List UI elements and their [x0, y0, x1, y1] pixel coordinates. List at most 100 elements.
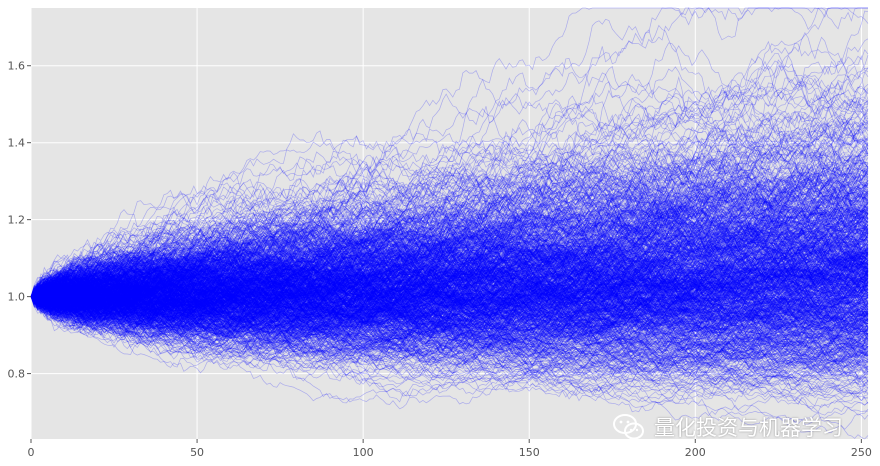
simulated-path-line [30, 263, 869, 342]
simulated-path-line [30, 257, 869, 323]
simulated-path-line [30, 278, 869, 362]
simulated-path-line [30, 266, 869, 365]
simulated-path-line [30, 295, 869, 390]
simulated-path-line [30, 270, 869, 354]
simulated-path-line [30, 162, 869, 313]
simulated-path-line [30, 248, 869, 306]
simulated-path-line [30, 156, 869, 309]
simulated-path-line [30, 282, 869, 385]
simulated-path-line [30, 296, 869, 378]
simulated-path-line [30, 256, 869, 333]
simulated-path-line [30, 203, 869, 297]
simulated-path-line [30, 260, 869, 350]
simulated-path-line [30, 206, 869, 339]
simulated-path-line [30, 189, 869, 299]
simulated-path-line [30, 240, 869, 332]
simulated-path-line [30, 257, 869, 314]
simulated-path-line [30, 272, 869, 329]
simulated-path-line [30, 288, 869, 400]
simulated-path-line [30, 173, 869, 297]
simulated-path-line [30, 232, 869, 324]
simulated-path-line [30, 205, 869, 322]
simulated-path-line [30, 158, 869, 297]
simulated-path-line [30, 188, 869, 301]
simulated-path-line [30, 277, 869, 391]
simulated-path-line [30, 244, 869, 321]
simulated-path-line [30, 227, 869, 303]
simulated-path-line [30, 129, 869, 319]
simulated-path-line [30, 181, 869, 303]
simulated-path-line [30, 116, 869, 326]
simulated-path-line [30, 129, 869, 303]
simulated-path-line [30, 274, 869, 377]
simulated-path-line [30, 223, 868, 317]
simulated-path-line [30, 289, 869, 368]
simulated-path-line [30, 250, 869, 330]
simulated-path-line [30, 277, 869, 342]
simulated-path-line [30, 175, 869, 297]
simulated-path-line [30, 266, 869, 327]
simulated-path-line [30, 152, 869, 326]
simulated-path-line [30, 201, 869, 299]
simulated-path-line [30, 296, 869, 440]
simulated-path-line [30, 289, 869, 382]
simulated-path-line [30, 224, 869, 320]
simulated-path-line [30, 249, 869, 314]
simulated-path-line [30, 232, 869, 332]
simulated-path-line [30, 273, 869, 340]
simulated-path-line [30, 248, 869, 311]
simulated-path-line [30, 173, 869, 314]
simulated-path-line [30, 199, 869, 312]
simulated-path-line [30, 213, 869, 306]
simulated-path-line [30, 270, 869, 337]
simulated-path-line [30, 158, 869, 299]
simulated-path-line [30, 227, 869, 310]
simulated-path-line [30, 205, 869, 309]
simulated-path-line [30, 252, 869, 325]
simulated-path-line [30, 104, 869, 306]
simulated-path-line [30, 270, 869, 342]
simulated-path-line [30, 99, 869, 318]
simulated-path-line [30, 198, 869, 323]
simulated-path-line [30, 193, 869, 304]
simulated-path-line [30, 214, 869, 358]
simulated-path-line [30, 155, 869, 313]
simulated-path-line [30, 275, 869, 351]
simulated-path-line [30, 111, 869, 319]
simulated-path-line [30, 258, 869, 324]
x-tick-label: 150 [519, 446, 540, 459]
simulated-path-line [30, 122, 869, 299]
simulated-path-line [30, 266, 869, 334]
simulated-path-line [30, 289, 869, 356]
simulated-path-line [30, 212, 869, 302]
x-tick-label: 50 [190, 446, 204, 459]
simulated-path-line [30, 269, 869, 364]
simulated-path-line [30, 265, 869, 351]
simulated-path-line [30, 184, 869, 299]
simulated-path-line [30, 212, 869, 310]
simulated-path-line [30, 209, 869, 320]
simulated-path-line [30, 242, 869, 313]
simulated-path-line [30, 204, 869, 318]
simulated-path-line [30, 154, 869, 322]
simulated-path-line [30, 234, 869, 337]
simulated-path-line [30, 213, 869, 313]
simulated-path-line [30, 80, 869, 302]
simulated-path-line [30, 256, 869, 387]
simulated-path-line [30, 253, 869, 320]
simulated-path-line [30, 101, 868, 299]
simulated-path-line [30, 138, 869, 298]
simulated-path-line [30, 227, 869, 308]
simulated-path-line [30, 209, 869, 336]
simulated-path-line [30, 295, 869, 398]
simulated-path-line [30, 294, 869, 390]
watermark: 量化投资与机器学习 [612, 412, 843, 442]
simulated-path-line [30, 98, 869, 327]
simulated-path-line [30, 251, 869, 318]
simulated-path-line [30, 122, 869, 315]
simulated-path-line [30, 252, 869, 328]
simulated-path-line [30, 289, 869, 342]
simulated-path-line [30, 136, 869, 339]
simulated-path-line [30, 153, 869, 307]
